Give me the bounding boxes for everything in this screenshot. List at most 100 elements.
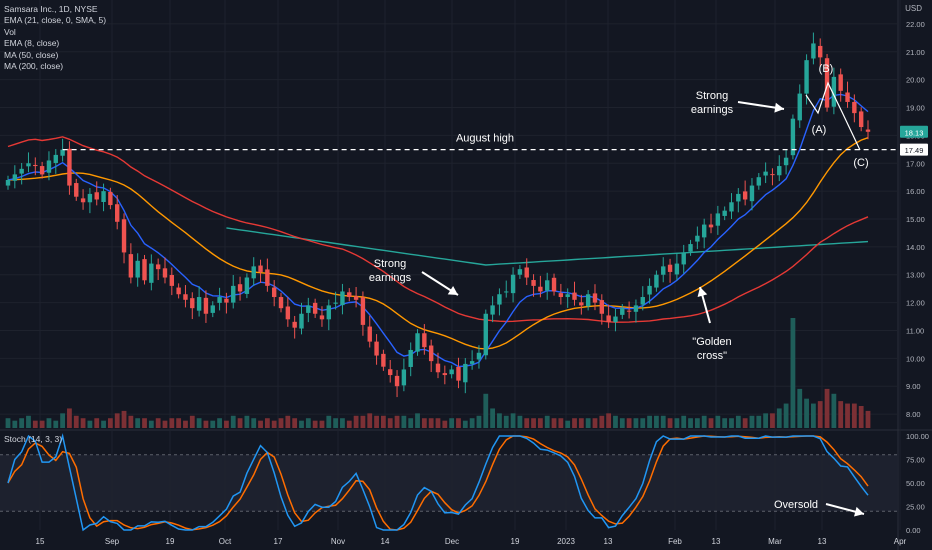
candle-body: [101, 191, 106, 203]
candle-body: [306, 305, 311, 313]
time-tick-label: 13: [712, 537, 721, 546]
volume-bar: [333, 418, 339, 428]
stoch-title[interactable]: Stoch (14, 3, 3): [4, 434, 63, 444]
candle-body: [5, 179, 11, 186]
volume-bar: [776, 408, 782, 428]
earnings1-arrow-head: [447, 285, 458, 295]
price-tick-label: 19.00: [906, 104, 925, 113]
price-tick-label: 16.00: [906, 187, 925, 196]
candle-body: [858, 111, 864, 128]
candle-body: [87, 193, 93, 203]
volume-bar: [101, 420, 106, 428]
candle-body: [326, 305, 331, 320]
candle-body: [667, 264, 673, 272]
volume-bar: [401, 415, 407, 428]
legend-ema21[interactable]: EMA (21, close, 0, SMA, 5): [4, 15, 107, 26]
last-price-label: 18.13: [905, 128, 924, 137]
wave-c-label: (C): [853, 157, 868, 169]
volume-bar: [694, 418, 700, 428]
volume-bar: [244, 415, 250, 428]
candle-body: [121, 219, 127, 253]
volume-bar: [353, 415, 359, 428]
candle-body: [790, 118, 796, 156]
candle-body: [476, 352, 482, 360]
candle-body: [504, 291, 509, 293]
candle-body: [804, 60, 809, 94]
earnings2-arrow-head: [774, 102, 784, 113]
volume-bar: [729, 418, 734, 428]
candle-body: [94, 192, 99, 200]
volume-bar: [469, 418, 475, 428]
volume-bar: [415, 413, 420, 428]
stoch-tick-label: 75.00: [906, 456, 925, 465]
volume-bar: [483, 393, 489, 428]
volume-bar: [176, 418, 182, 428]
candle-body: [620, 308, 625, 315]
candle-body: [640, 297, 645, 305]
volume-bar: [797, 388, 803, 428]
candle-body: [599, 300, 605, 314]
stoch-tick-label: 25.00: [906, 503, 925, 512]
volume-bar: [299, 420, 304, 428]
legend-vol[interactable]: Vol: [4, 26, 16, 37]
candle-body: [592, 293, 598, 303]
time-tick-label: 15: [36, 537, 45, 546]
volume-bar: [490, 408, 496, 428]
volume-bar: [67, 408, 72, 428]
candle-body: [169, 275, 175, 286]
volume-bar: [831, 393, 837, 428]
candle-body: [783, 157, 789, 166]
volume-bar: [162, 420, 168, 428]
candle-body: [715, 213, 721, 226]
legend-ma50[interactable]: MA (50, close): [4, 49, 59, 60]
volume-bar: [360, 415, 366, 428]
candle-body: [394, 375, 400, 387]
volume-bar: [292, 418, 298, 428]
volume-bar: [619, 418, 625, 428]
candle-body: [538, 286, 543, 292]
candle-body: [33, 164, 38, 167]
price-tick-label: 21.00: [906, 48, 925, 57]
candle-body: [777, 166, 782, 176]
volume-bar: [230, 415, 236, 428]
candle-body: [852, 101, 857, 114]
legend-ema8[interactable]: EMA (8, close): [4, 38, 60, 49]
candle-body: [517, 269, 523, 275]
volume-bar: [674, 418, 680, 428]
currency-label: USD: [905, 4, 922, 13]
candle-body: [196, 297, 202, 311]
volume-bar: [155, 418, 161, 428]
volume-bar: [667, 418, 673, 428]
candle-body: [353, 296, 359, 300]
last-price-badge: [900, 125, 928, 138]
volume-bar: [531, 418, 536, 428]
volume-bar: [606, 413, 612, 428]
candle-body: [381, 353, 386, 367]
candle-body: [183, 294, 188, 300]
candle-body: [162, 268, 168, 278]
volume-bar: [428, 418, 434, 428]
volume-bar: [312, 420, 318, 428]
time-tick-label: 19: [166, 537, 175, 546]
candle-body: [613, 316, 618, 323]
candle-body: [149, 263, 154, 283]
earnings1-label-line2: earnings: [369, 272, 412, 284]
volume-bar: [421, 418, 427, 428]
volume-bar: [763, 413, 769, 428]
volume-bar: [12, 420, 18, 428]
price-tick-label: 15.00: [906, 215, 925, 224]
candle-body: [203, 297, 209, 314]
candle-body: [647, 285, 652, 295]
volume-bar: [80, 418, 86, 428]
volume-bar: [121, 410, 127, 428]
candle-body: [558, 293, 564, 298]
legend-ma200[interactable]: MA (200, close): [4, 61, 64, 72]
time-tick-label: 13: [818, 537, 827, 546]
volume-bar: [203, 420, 209, 428]
volume-bar: [285, 415, 291, 428]
legend-symbol[interactable]: Samsara Inc., 1D, NYSE: [4, 4, 98, 14]
volume-bar: [838, 401, 844, 428]
candle-body: [490, 305, 495, 315]
volume-bar: [572, 418, 577, 428]
